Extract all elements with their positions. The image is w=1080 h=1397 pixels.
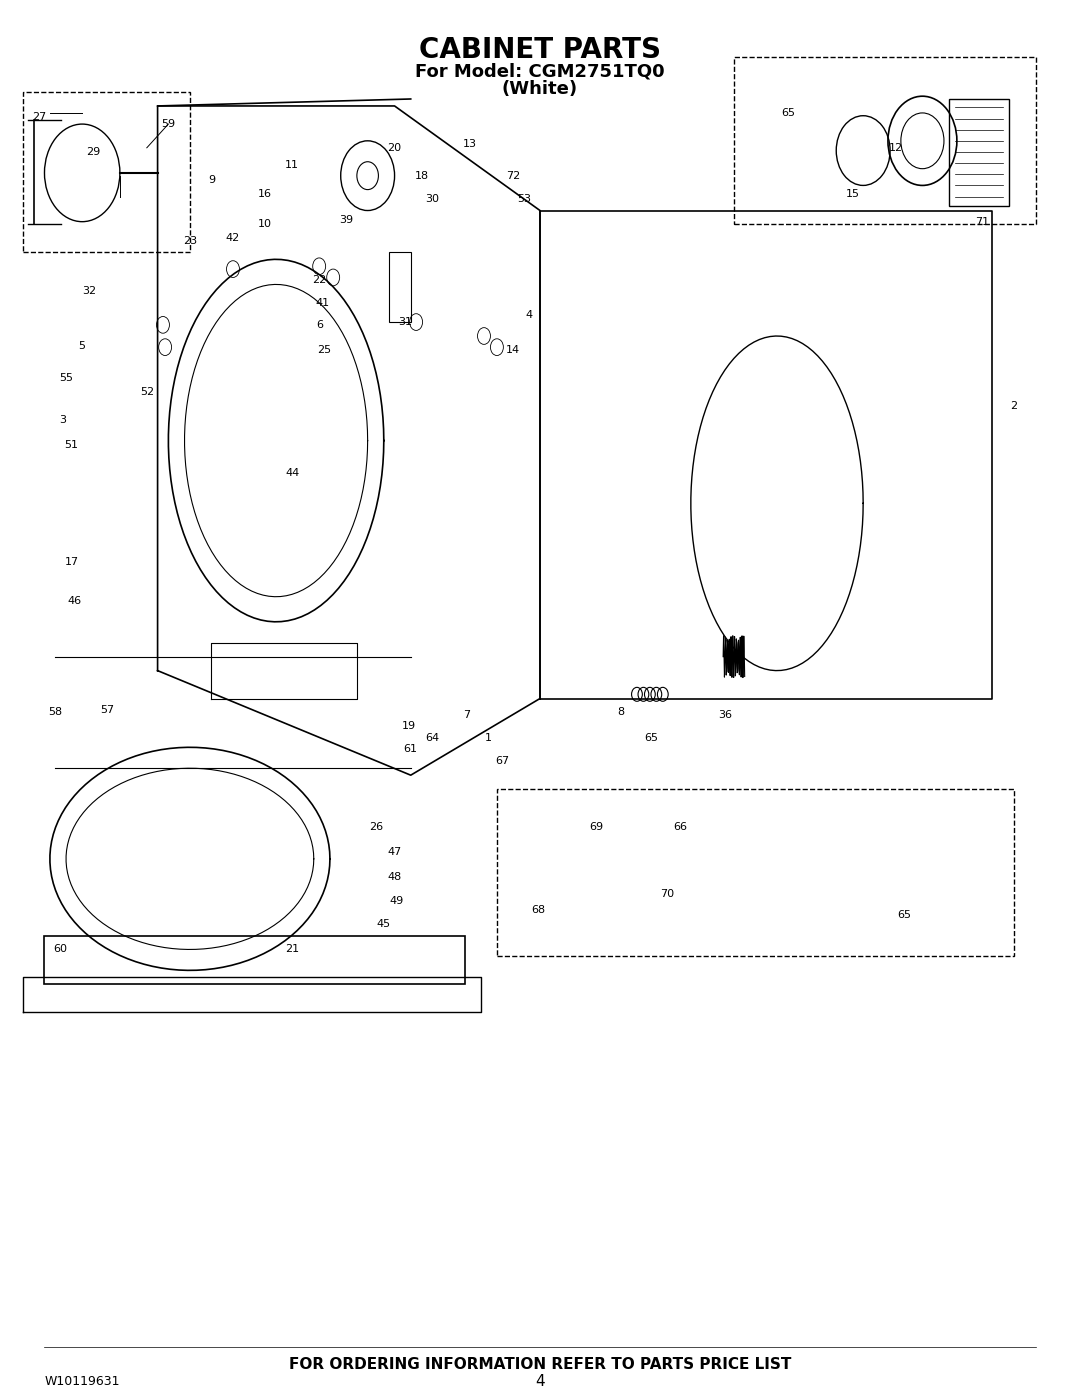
Text: 58: 58: [49, 707, 63, 718]
Text: 18: 18: [415, 170, 429, 180]
Text: 3: 3: [59, 415, 66, 425]
Text: 16: 16: [258, 189, 272, 198]
Text: 49: 49: [390, 895, 404, 905]
Text: 4: 4: [536, 1375, 544, 1389]
Text: 68: 68: [530, 905, 545, 915]
Text: 7: 7: [463, 710, 470, 721]
Text: 10: 10: [258, 219, 272, 229]
Text: 13: 13: [463, 138, 477, 148]
Text: 65: 65: [897, 909, 912, 919]
Text: 4: 4: [526, 310, 532, 320]
Text: 27: 27: [32, 112, 46, 122]
Text: 29: 29: [85, 147, 100, 156]
Text: FOR ORDERING INFORMATION REFER TO PARTS PRICE LIST: FOR ORDERING INFORMATION REFER TO PARTS …: [288, 1358, 792, 1372]
Text: 8: 8: [618, 707, 624, 718]
Text: 69: 69: [589, 821, 603, 831]
Text: 70: 70: [660, 888, 674, 898]
Text: 14: 14: [507, 345, 521, 355]
Text: 67: 67: [496, 756, 510, 766]
Text: 15: 15: [846, 189, 860, 198]
Text: 31: 31: [399, 317, 413, 327]
Text: 12: 12: [889, 142, 903, 152]
Text: 20: 20: [388, 142, 402, 152]
Text: 30: 30: [426, 194, 440, 204]
Text: 42: 42: [226, 233, 240, 243]
Text: 48: 48: [388, 872, 402, 882]
Text: 26: 26: [369, 821, 383, 831]
Text: 64: 64: [426, 732, 440, 743]
Text: 41: 41: [315, 298, 329, 307]
Text: 2: 2: [1011, 401, 1017, 411]
Text: 36: 36: [718, 710, 732, 721]
Text: (White): (White): [502, 80, 578, 98]
Text: 22: 22: [312, 275, 326, 285]
Text: 72: 72: [505, 170, 521, 180]
Text: 53: 53: [517, 194, 531, 204]
Text: 19: 19: [402, 721, 416, 732]
Text: W10119631: W10119631: [44, 1375, 120, 1389]
Text: 32: 32: [83, 286, 97, 296]
Text: 17: 17: [65, 557, 79, 567]
Text: 21: 21: [285, 944, 299, 954]
Text: 45: 45: [377, 919, 391, 929]
Text: 39: 39: [339, 215, 353, 225]
Text: 1: 1: [485, 732, 491, 743]
Text: 25: 25: [318, 345, 332, 355]
Text: 6: 6: [316, 320, 324, 330]
Text: 52: 52: [139, 387, 153, 397]
Text: 65: 65: [781, 108, 795, 117]
Text: 65: 65: [644, 732, 658, 743]
Text: 46: 46: [68, 597, 82, 606]
Text: CABINET PARTS: CABINET PARTS: [419, 36, 661, 64]
Text: 57: 57: [99, 704, 114, 715]
Text: 5: 5: [79, 341, 85, 351]
Text: 47: 47: [388, 847, 402, 856]
Text: For Model: CGM2751TQ0: For Model: CGM2751TQ0: [415, 61, 665, 80]
Text: 11: 11: [285, 159, 299, 169]
Text: 55: 55: [59, 373, 73, 383]
Text: 60: 60: [54, 944, 68, 954]
Text: 44: 44: [285, 468, 299, 478]
Text: 66: 66: [673, 821, 687, 831]
Text: 9: 9: [207, 175, 215, 184]
Text: 71: 71: [974, 217, 988, 226]
Text: 51: 51: [65, 440, 79, 450]
Text: 23: 23: [183, 236, 197, 246]
Text: 61: 61: [404, 743, 418, 754]
Text: 59: 59: [161, 119, 175, 129]
